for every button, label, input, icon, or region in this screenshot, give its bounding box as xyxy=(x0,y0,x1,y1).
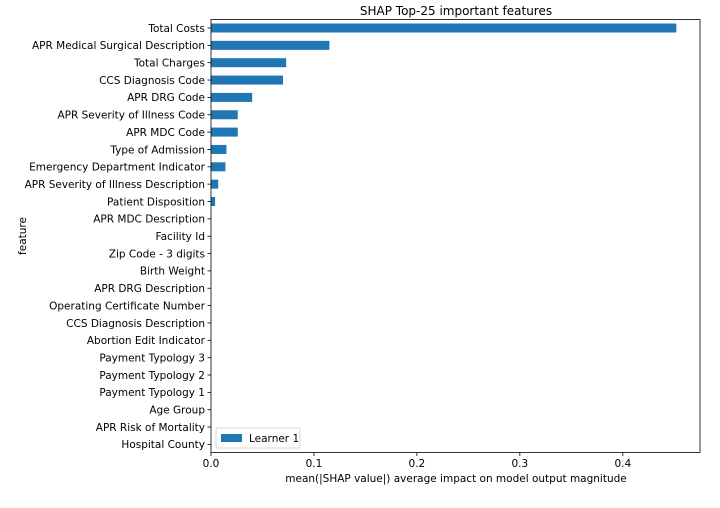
bar xyxy=(211,23,677,33)
bar xyxy=(211,40,330,50)
y-axis-label: feature xyxy=(17,217,29,255)
y-tick-label: Type of Admission xyxy=(109,144,205,156)
chart-title: SHAP Top-25 important features xyxy=(360,4,552,18)
y-tick-label: Hospital County xyxy=(121,439,205,451)
bar xyxy=(211,162,226,172)
y-tick-label: Total Charges xyxy=(133,58,205,70)
y-tick-label: Patient Disposition xyxy=(107,196,205,208)
y-tick-label: Age Group xyxy=(149,405,205,417)
x-tick-labels: 0.0 0.1 0.2 0.3 0.4 xyxy=(203,452,631,470)
x-tick-label: 0.1 xyxy=(306,458,323,470)
y-tick-label: CCS Diagnosis Description xyxy=(66,318,205,330)
y-tick-label: APR Medical Surgical Description xyxy=(32,40,205,52)
bar xyxy=(211,179,219,189)
bar xyxy=(211,144,227,154)
y-tick-label: Facility Id xyxy=(156,231,205,243)
x-tick-label: 0.2 xyxy=(409,458,426,470)
bar xyxy=(211,127,238,137)
y-tick-label: APR MDC Description xyxy=(93,214,205,226)
y-tick-label: Emergency Department Indicator xyxy=(29,162,206,174)
y-tick-label: APR Severity of Illness Code xyxy=(57,110,205,122)
bar xyxy=(211,197,216,206)
y-tick-label: APR DRG Description xyxy=(94,283,205,295)
y-tick-label: Zip Code - 3 digits xyxy=(109,248,205,260)
y-tick-label: Total Costs xyxy=(147,23,205,35)
legend-box xyxy=(215,427,301,449)
bar xyxy=(211,75,284,85)
y-tick-label: Payment Typology 2 xyxy=(99,370,205,382)
y-tick-label: APR Risk of Mortality xyxy=(96,422,205,434)
bars-layer xyxy=(211,23,677,206)
bar xyxy=(211,92,253,102)
x-axis-label: mean(|SHAP value|) average impact on mod… xyxy=(285,473,627,485)
y-tick-label: Abortion Edit Indicator xyxy=(87,335,206,347)
y-tick-label: CCS Diagnosis Code xyxy=(99,75,205,87)
plot-frame xyxy=(210,19,701,453)
y-tick-label: APR DRG Code xyxy=(127,92,205,104)
x-tick-label: 0.3 xyxy=(511,458,528,470)
y-tick-label: Operating Certificate Number xyxy=(49,300,206,312)
bar xyxy=(211,110,238,120)
y-tick-label: APR MDC Code xyxy=(126,127,205,139)
y-tick-label: Payment Typology 1 xyxy=(99,387,205,399)
legend: Learner 1 xyxy=(215,427,301,449)
x-tick-label: 0.0 xyxy=(203,458,220,470)
legend-label: Learner 1 xyxy=(249,433,299,445)
legend-swatch xyxy=(221,434,242,442)
y-tick-label: Payment Typology 3 xyxy=(99,352,205,364)
y-tick-labels: Total Costs APR Medical Surgical Descript… xyxy=(25,23,211,451)
y-tick-label: Birth Weight xyxy=(140,266,205,278)
x-tick-label: 0.4 xyxy=(614,458,631,470)
bar xyxy=(211,58,287,68)
y-tick-label: APR Severity of Illness Description xyxy=(25,179,205,191)
